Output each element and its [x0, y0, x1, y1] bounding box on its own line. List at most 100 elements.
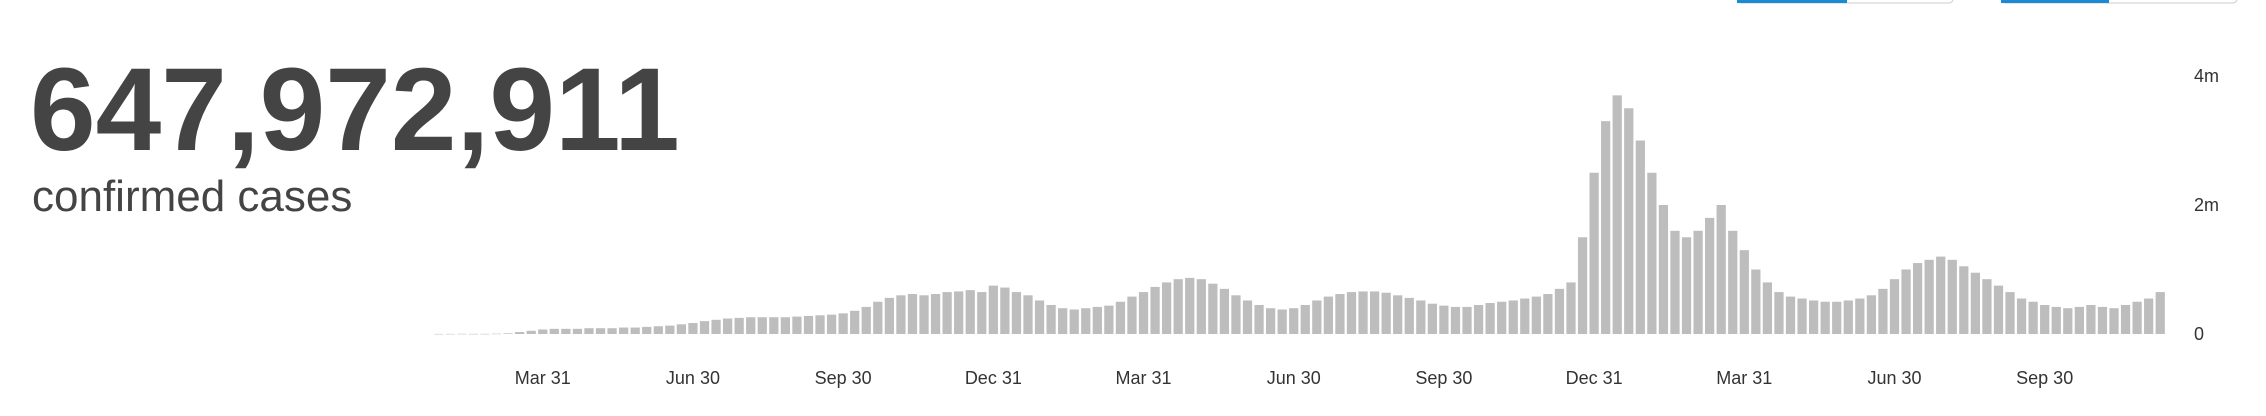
bar — [1011, 292, 1022, 334]
headline-label: confirmed cases — [32, 172, 352, 221]
bar — [1843, 300, 1853, 334]
bar — [2005, 292, 2015, 334]
bar — [607, 328, 617, 334]
bar — [2144, 298, 2154, 334]
bar — [1450, 306, 1461, 334]
bar — [1000, 287, 1010, 334]
bar — [1046, 304, 1056, 334]
x-tick-label: Sep 30 — [2016, 368, 2073, 388]
toggle-active — [1737, 0, 1847, 3]
bar — [1254, 304, 1264, 334]
bar — [1508, 300, 1518, 334]
bar — [480, 333, 490, 335]
bar — [1034, 300, 1045, 334]
bar — [815, 315, 825, 334]
bar — [1219, 288, 1230, 334]
bar — [1797, 298, 1807, 334]
bar — [1092, 306, 1102, 334]
bar — [1693, 230, 1703, 334]
bar — [1358, 291, 1368, 334]
bar — [2097, 306, 2108, 334]
bar — [1208, 283, 1218, 334]
bar — [1705, 217, 1715, 334]
bar — [584, 328, 594, 334]
bar — [2051, 306, 2061, 334]
y-tick-label: 2m — [2194, 195, 2219, 215]
bar — [1589, 172, 1599, 334]
bar — [965, 290, 975, 334]
bar — [2120, 304, 2131, 334]
bar — [722, 318, 733, 334]
bar — [977, 292, 987, 334]
bar — [711, 319, 721, 334]
bar — [2109, 308, 2119, 334]
bar — [1138, 292, 1149, 334]
bar — [1820, 301, 1830, 334]
bar — [1520, 298, 1530, 334]
bar — [769, 317, 779, 334]
bar — [1231, 295, 1241, 334]
bar — [549, 328, 559, 334]
bar — [503, 333, 513, 334]
bar — [1242, 300, 1253, 334]
bar — [1832, 301, 1842, 334]
bar — [1393, 295, 1403, 334]
bar — [2040, 304, 2050, 334]
bar — [988, 285, 998, 334]
bar — [445, 333, 455, 335]
toggle-active — [2001, 0, 2109, 3]
x-tick-label: Mar 31 — [1716, 368, 1772, 388]
bar — [803, 315, 814, 334]
bar — [1081, 308, 1091, 334]
bar — [1681, 237, 1692, 334]
x-tick-label: Mar 31 — [515, 368, 571, 388]
bar — [1658, 205, 1669, 334]
bar — [1601, 121, 1611, 335]
bar — [1473, 304, 1484, 334]
bar — [468, 333, 479, 335]
bar — [1289, 308, 1299, 334]
bar — [1369, 291, 1380, 334]
bar — [1404, 297, 1414, 334]
bar — [561, 328, 571, 334]
bar — [1346, 292, 1357, 334]
bar — [1023, 295, 1033, 334]
bar — [1069, 309, 1079, 334]
bar — [954, 291, 964, 334]
bar — [1416, 300, 1426, 334]
bar — [1300, 304, 1310, 334]
bar — [1889, 279, 1900, 334]
bar — [630, 327, 640, 334]
bar — [688, 323, 698, 334]
bar — [1115, 301, 1126, 334]
bar — [1531, 296, 1541, 334]
bar — [1774, 292, 1784, 334]
bar — [1993, 285, 2004, 334]
bar — [491, 333, 502, 335]
bar — [757, 317, 767, 334]
bar — [1554, 288, 1565, 334]
bar — [2132, 301, 2142, 334]
x-tick-label: Sep 30 — [1415, 368, 1472, 388]
bar — [1162, 282, 1172, 334]
bar — [665, 325, 675, 334]
bar — [1751, 269, 1761, 334]
x-tick-label: Dec 31 — [965, 368, 1022, 388]
bar — [1497, 301, 1507, 334]
bar — [792, 316, 802, 334]
y-tick-label: 4m — [2194, 66, 2219, 86]
bar — [1912, 263, 1923, 334]
bar — [826, 314, 837, 334]
bar — [850, 310, 860, 334]
bar — [838, 313, 848, 334]
bar — [1196, 279, 1206, 334]
bar — [2155, 292, 2165, 334]
bar — [873, 301, 883, 334]
bar — [1936, 256, 1946, 334]
bar — [1150, 286, 1160, 334]
bar — [642, 326, 652, 334]
bar — [434, 333, 444, 335]
bar — [907, 294, 918, 334]
bar — [1739, 250, 1749, 334]
